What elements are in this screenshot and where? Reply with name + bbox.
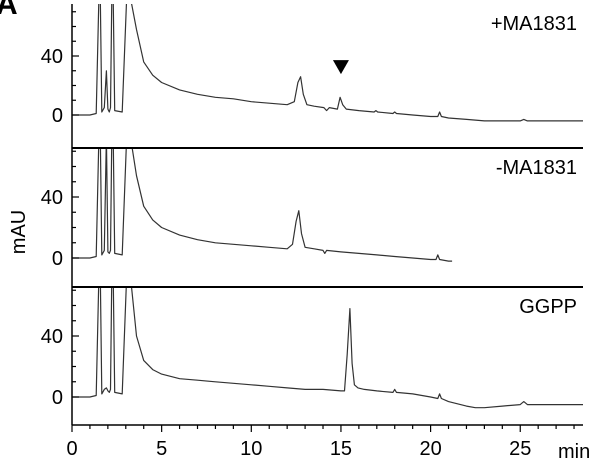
- panel-label: +MA1831: [491, 13, 577, 35]
- y-tick-label: 40: [41, 46, 63, 68]
- trace-line: [72, 287, 583, 409]
- peak-marker-triangle: [332, 60, 349, 75]
- plot-area: 0 40 +MA1831 0 40 -MA1831 0 40 GGPP 0 5 10 15 20 25: [41, 4, 583, 460]
- y-tick-label: 0: [52, 248, 63, 270]
- x-tick-label: 10: [240, 438, 262, 460]
- y-tick-label: 40: [41, 187, 63, 209]
- x-tick-label: 20: [419, 438, 441, 460]
- panel-1: 0 40 +MA1831: [41, 4, 583, 148]
- trace-line: [72, 148, 453, 262]
- panel-3: 0 40 GGPP: [41, 287, 583, 425]
- trace-line: [72, 4, 583, 122]
- y-axis-title: mAU: [8, 210, 30, 254]
- panel-label: -MA1831: [496, 157, 577, 179]
- x-tick-label: 0: [66, 438, 77, 460]
- y-tick-label: 40: [41, 326, 63, 348]
- panel-label: GGPP: [519, 296, 577, 318]
- x-tick-label: 15: [330, 438, 352, 460]
- x-tick-label: 5: [156, 438, 167, 460]
- x-axis-title: min: [558, 441, 590, 463]
- figure-letter: A: [0, 0, 18, 21]
- x-tick-label: 25: [509, 438, 531, 460]
- y-tick-label: 0: [52, 387, 63, 409]
- panel-2: 0 40 -MA1831: [41, 148, 577, 287]
- y-tick-label: 0: [52, 105, 63, 127]
